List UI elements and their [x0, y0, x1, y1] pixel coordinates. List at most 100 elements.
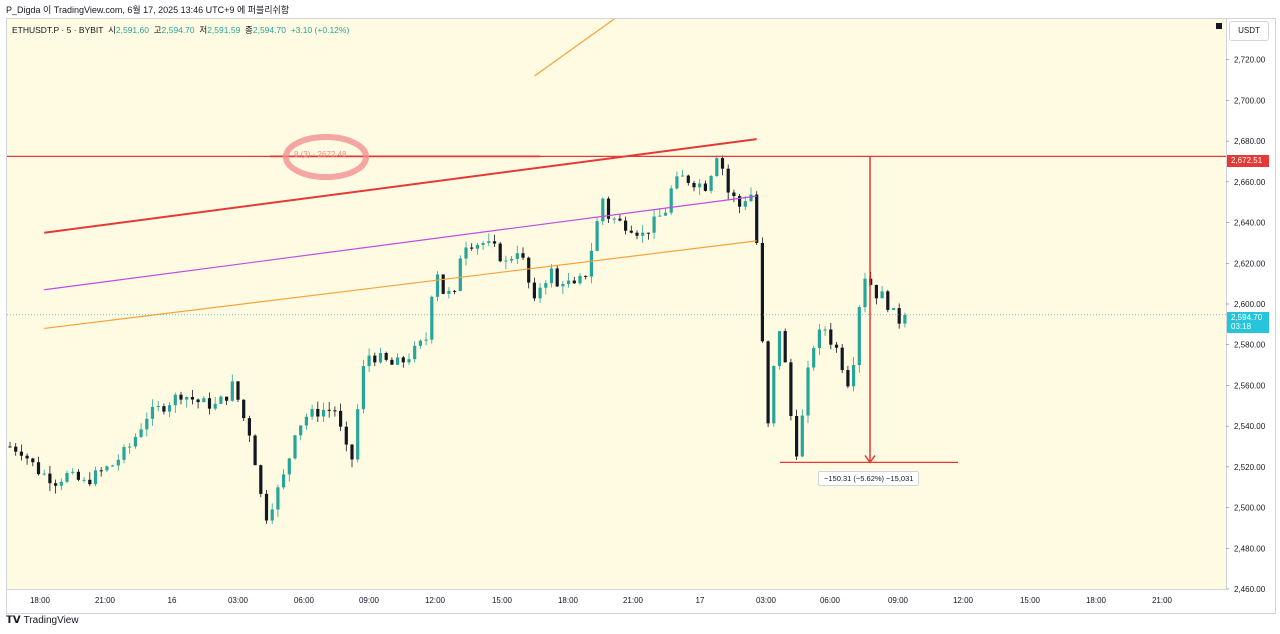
candle-body — [487, 241, 491, 244]
last-price-countdown: 03:18 — [1231, 322, 1252, 331]
tradingview-logo-icon: 𝗧𝗩 — [6, 615, 21, 626]
candle-body — [475, 244, 479, 249]
candle-body — [800, 415, 804, 457]
candle-body — [470, 247, 474, 249]
candle-body — [122, 447, 126, 460]
candle-body — [230, 381, 234, 401]
y-tick-label: 2,460.00 — [1234, 585, 1266, 594]
footer-brand[interactable]: 𝗧𝗩 TradingView — [6, 615, 79, 626]
time-axis[interactable] — [7, 589, 1226, 612]
candle-body — [247, 418, 251, 436]
candle-body — [897, 308, 901, 324]
y-tick-label: 2,520.00 — [1234, 463, 1266, 472]
candle-body — [401, 357, 405, 363]
candle-body — [14, 446, 18, 452]
candle-body — [652, 216, 656, 233]
candle-body — [19, 451, 23, 456]
candle-body — [703, 183, 707, 191]
x-tick-label: 17 — [696, 596, 705, 605]
candle-body — [874, 284, 878, 299]
x-tick-label: 03:00 — [756, 596, 777, 605]
open-value: 2,591.60 — [115, 25, 149, 35]
candle-body — [373, 355, 377, 363]
close-value: 2,594.70 — [252, 25, 286, 35]
candle-body — [675, 176, 679, 189]
candle-body — [321, 409, 326, 417]
candle-body — [606, 198, 611, 219]
candle-body — [93, 470, 98, 485]
y-tick-label: 2,620.00 — [1234, 259, 1266, 268]
candle-body — [567, 280, 571, 284]
candle-body — [396, 357, 400, 365]
candle-body — [8, 446, 12, 448]
candle-body — [299, 425, 303, 436]
candle-body — [532, 282, 536, 299]
candle-body — [316, 408, 320, 417]
candle-body — [601, 198, 605, 222]
candle-body — [190, 397, 194, 400]
alert-label: 8 (3) · 2672.48 — [294, 150, 347, 159]
candle-body — [635, 232, 639, 236]
high-value: 2,594.70 — [161, 25, 195, 35]
candle-body — [795, 416, 799, 457]
symbol-legend[interactable]: ETHUSDT.P · 5 · BYBIT 시2,591.60 고2,594.7… — [12, 24, 349, 36]
candle-body — [339, 410, 343, 427]
candle-body — [356, 409, 360, 460]
candle-body — [880, 291, 884, 299]
candle-body — [829, 329, 833, 345]
low-label: 저 — [199, 25, 208, 35]
candle-body — [498, 243, 502, 262]
x-tick-label: 06:00 — [820, 596, 841, 605]
x-tick-label: 16 — [168, 596, 177, 605]
candle-body — [361, 366, 365, 410]
candle-body — [538, 287, 542, 299]
candle-body — [527, 257, 531, 283]
plot-area[interactable] — [7, 19, 1226, 589]
price-axis[interactable] — [1226, 19, 1274, 589]
candle-body — [629, 230, 633, 233]
candle-body — [156, 406, 160, 408]
maximize-icon[interactable] — [1216, 23, 1222, 29]
candle-body — [139, 429, 143, 437]
candle-body — [692, 182, 696, 188]
candle-body — [589, 250, 593, 277]
candle-body — [578, 275, 582, 284]
candle-body — [42, 473, 46, 475]
candle-body — [681, 175, 685, 177]
candle-body — [612, 218, 616, 220]
open-label: 시 — [108, 25, 116, 35]
currency-selector[interactable]: USDT — [1229, 21, 1269, 41]
candle-body — [777, 331, 782, 367]
candle-body — [264, 493, 269, 521]
last-price-value: 2,594.70 — [1231, 313, 1263, 322]
x-tick-label: 21:00 — [623, 596, 644, 605]
x-tick-label: 12:00 — [953, 596, 974, 605]
candle-body — [755, 194, 759, 243]
candle-body — [618, 218, 622, 221]
x-tick-label: 09:00 — [359, 596, 380, 605]
y-tick-label: 2,600.00 — [1234, 300, 1266, 309]
candle-body — [572, 280, 576, 284]
x-tick-label: 03:00 — [228, 596, 249, 605]
candle-body — [435, 274, 440, 297]
candle-body — [760, 242, 764, 342]
candle-body — [715, 158, 719, 177]
candle-body — [128, 446, 132, 448]
candle-body — [732, 192, 736, 197]
candle-body — [510, 258, 514, 261]
candle-body — [834, 344, 839, 348]
y-tick-label: 2,560.00 — [1234, 381, 1266, 390]
candle-body — [185, 397, 189, 400]
symbol-name: ETHUSDT.P · 5 · BYBIT — [12, 25, 104, 35]
candle-body — [133, 436, 137, 447]
candle-body — [173, 394, 177, 406]
candle-body — [333, 410, 337, 412]
candle-body — [99, 470, 103, 472]
change-value: +3.10 (+0.12%) — [290, 25, 350, 35]
x-tick-label: 15:00 — [492, 596, 513, 605]
candle-body — [282, 474, 286, 488]
candle-body — [743, 201, 747, 207]
candle-body — [481, 243, 485, 245]
x-tick-label: 18:00 — [1086, 596, 1107, 605]
